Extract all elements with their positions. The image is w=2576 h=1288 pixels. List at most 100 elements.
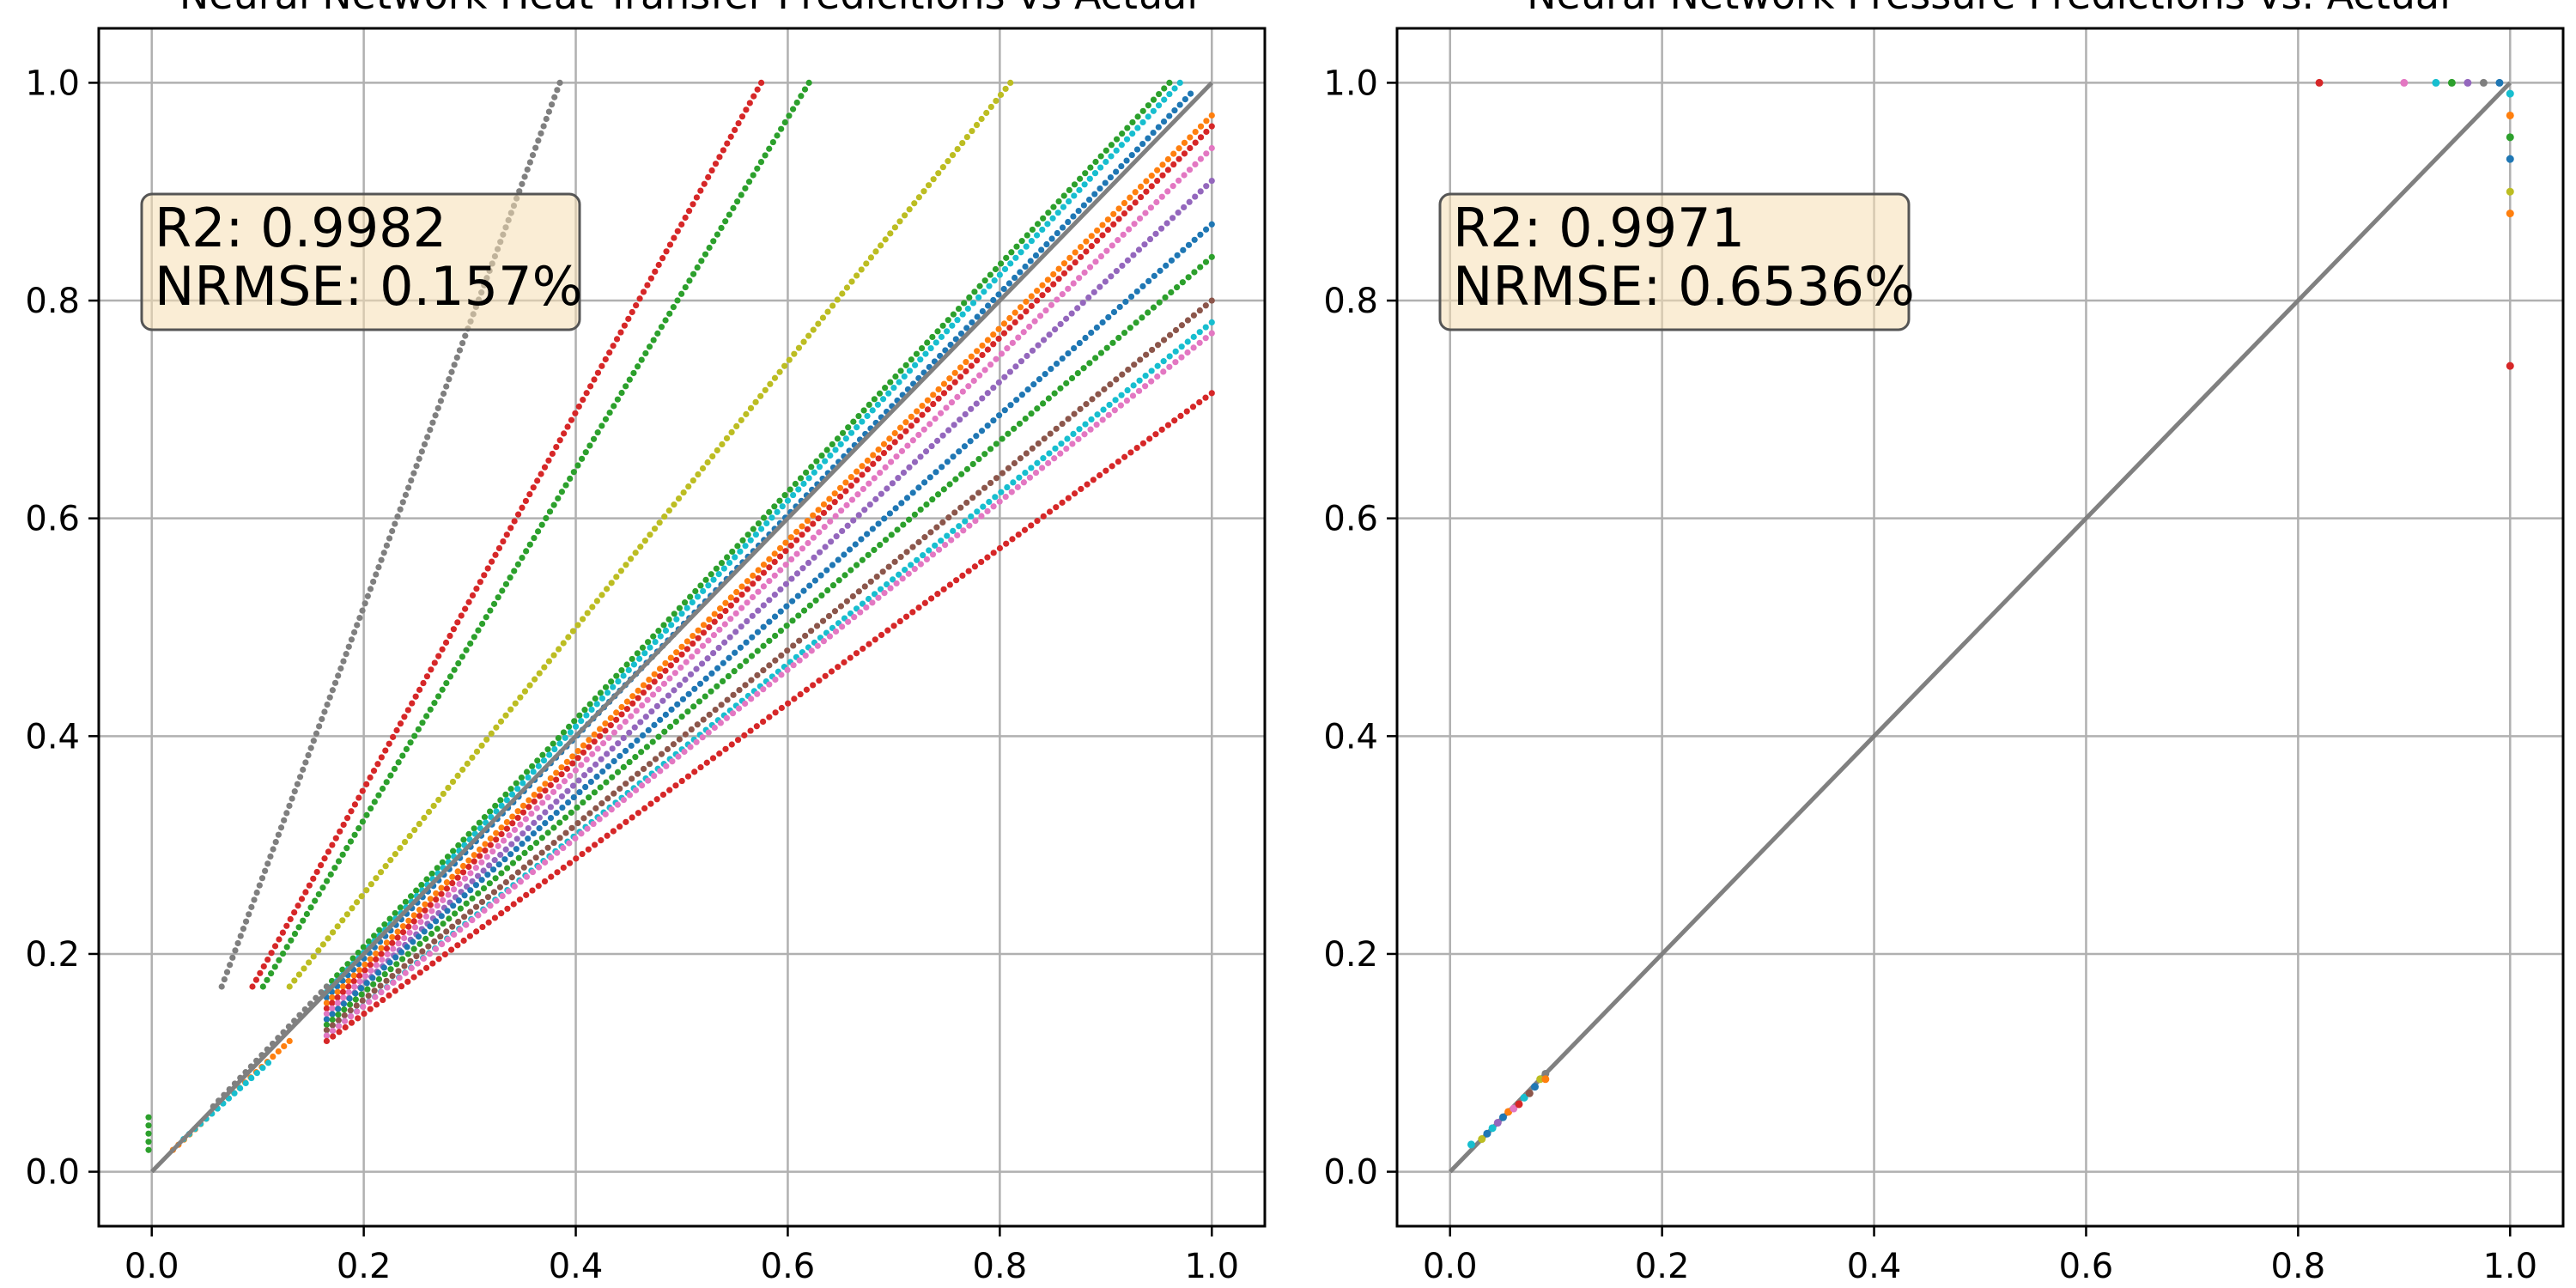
heat-transfer-point	[990, 503, 997, 510]
heat-transfer-point	[425, 943, 432, 950]
heat-transfer-point	[531, 819, 538, 826]
heat-transfer-point	[394, 513, 401, 520]
heat-transfer-point	[664, 745, 671, 753]
heat-transfer-point	[659, 697, 666, 704]
heat-transfer-point	[792, 480, 799, 488]
heat-transfer-point	[526, 797, 532, 804]
heat-transfer-point	[961, 300, 968, 307]
heat-transfer-point	[981, 484, 988, 491]
heat-transfer-point	[694, 647, 701, 655]
heat-transfer-point	[658, 750, 665, 757]
heat-transfer-point	[363, 980, 370, 987]
heat-transfer-point	[802, 652, 809, 659]
heat-transfer-point	[911, 459, 919, 465]
heat-transfer-point	[454, 619, 461, 626]
heat-transfer-point	[978, 558, 985, 566]
heat-transfer-point	[632, 754, 639, 761]
heat-transfer-point	[757, 159, 765, 166]
heat-transfer-point	[373, 962, 380, 969]
heat-transfer-point	[1059, 499, 1066, 506]
heat-transfer-point	[389, 527, 396, 535]
heat-transfer-point	[944, 328, 951, 335]
heat-transfer-point	[424, 434, 431, 440]
heat-transfer-point	[623, 781, 629, 787]
heat-transfer-point	[834, 435, 841, 442]
heat-transfer-point	[530, 830, 538, 837]
heat-transfer-point	[924, 339, 931, 346]
heat-transfer-point	[1113, 168, 1120, 175]
heat-transfer-point	[802, 632, 809, 640]
heat-transfer-point	[473, 748, 481, 755]
heat-transfer-point	[674, 228, 681, 234]
heat-transfer-point	[570, 793, 577, 801]
heat-transfer-point	[987, 271, 993, 278]
heat-transfer-point	[1186, 198, 1193, 205]
heat-transfer-point	[481, 572, 488, 579]
heat-transfer-point	[416, 912, 423, 920]
heat-transfer-point	[497, 718, 505, 725]
heat-transfer-point	[428, 666, 434, 673]
heat-transfer-point	[455, 841, 462, 849]
heat-transfer-point	[1038, 465, 1046, 471]
heat-transfer-point	[625, 666, 632, 674]
heat-transfer-point	[1135, 387, 1143, 394]
heat-transfer-point	[145, 1146, 152, 1153]
heat-transfer-point	[674, 297, 681, 304]
heat-transfer-point	[1047, 430, 1054, 437]
heat-transfer-point	[869, 526, 876, 532]
heat-transfer-point	[332, 835, 339, 841]
heat-transfer-point	[489, 558, 495, 565]
heat-transfer-point	[514, 814, 521, 822]
heat-transfer-point	[915, 538, 922, 545]
heat-transfer-point	[933, 469, 939, 476]
heat-transfer-point	[554, 869, 561, 876]
heat-transfer-point	[1118, 392, 1125, 398]
pressure-point	[1467, 1140, 1475, 1149]
heat-transfer-point	[690, 703, 697, 710]
heat-transfer-point	[953, 577, 960, 584]
heat-transfer-point	[525, 824, 532, 832]
heat-transfer-point	[1192, 161, 1199, 168]
heat-transfer-point	[836, 484, 844, 491]
heat-transfer-point	[449, 923, 456, 930]
heat-transfer-point	[791, 696, 798, 702]
heat-transfer-point	[1139, 440, 1147, 447]
heat-transfer-point	[1166, 331, 1174, 338]
heat-transfer-point	[987, 479, 994, 487]
heat-transfer-point	[866, 401, 872, 408]
heat-transfer-point	[562, 734, 568, 741]
heat-transfer-point	[726, 211, 732, 218]
heat-transfer-point	[249, 983, 256, 990]
heat-transfer-point	[465, 857, 472, 864]
heat-transfer-point	[637, 544, 644, 550]
heat-transfer-point	[699, 642, 707, 649]
heat-transfer-point	[370, 578, 377, 586]
heat-transfer-point	[738, 113, 746, 120]
heat-transfer-point	[465, 830, 472, 837]
heat-transfer-point	[563, 765, 571, 772]
heat-transfer-point	[629, 693, 636, 700]
heat-transfer-point	[1197, 188, 1204, 195]
heat-transfer-point	[711, 611, 718, 617]
heat-transfer-point	[423, 876, 430, 883]
heat-transfer-point	[919, 402, 926, 410]
heat-transfer-point	[713, 565, 720, 572]
heat-transfer-point	[626, 376, 633, 383]
heat-transfer-point	[560, 640, 567, 647]
heat-transfer-point	[610, 683, 617, 690]
heat-transfer-point	[784, 666, 791, 673]
heat-transfer-xtick-label: 0.6	[761, 1247, 816, 1286]
heat-transfer-point	[1099, 222, 1106, 228]
heat-transfer-point	[392, 954, 399, 961]
heat-transfer-point	[929, 551, 937, 558]
pressure-point	[1520, 1093, 1528, 1102]
heat-transfer-point	[1112, 397, 1119, 404]
heat-transfer-point	[373, 956, 380, 963]
heat-transfer-point	[321, 855, 328, 862]
heat-transfer-point	[698, 258, 705, 264]
heat-transfer-point	[748, 696, 755, 702]
heat-transfer-point	[705, 173, 712, 180]
heat-transfer-point	[397, 904, 404, 911]
heat-transfer-point	[1109, 242, 1115, 249]
heat-transfer-point	[872, 636, 878, 643]
